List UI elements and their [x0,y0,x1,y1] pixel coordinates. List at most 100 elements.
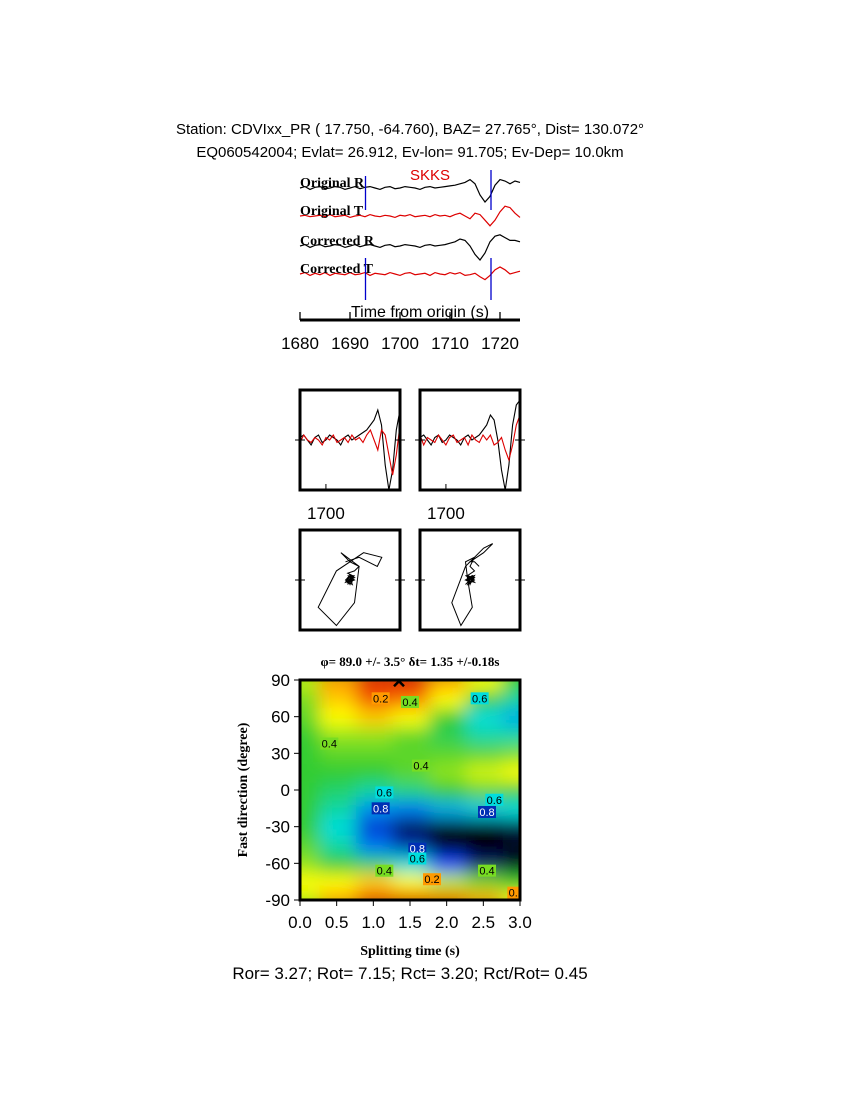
heat-cell [300,816,320,837]
particle-motion-panel [317,552,383,627]
heat-cell [317,779,356,801]
heat-cell [354,724,393,746]
heat-cell [500,688,520,709]
heat-cell [464,816,503,837]
x-tick-label: 1700 [381,334,419,353]
heat-cell [500,724,520,746]
particle-motion [317,552,383,627]
heat-cell [354,834,393,856]
contour-label: 0.2 [509,888,524,900]
heat-cell [390,680,430,691]
heat-cell [300,743,320,764]
heat-cell [427,724,466,746]
x-tick-label: 0.0 [288,913,312,932]
contour-label-bg [412,759,430,772]
heat-cell [300,889,320,900]
panel-frame [418,388,522,492]
waveform-panel [300,408,400,490]
heat-cell [427,853,466,874]
trace [299,234,521,261]
heat-cell [317,688,356,709]
heat-cell [300,706,320,727]
contour-label-bg [401,696,419,708]
heat-cell [390,743,430,764]
trace-label: Corrected T [300,262,374,277]
heat-cell [300,761,320,782]
panel-frame [418,528,522,632]
footer: Ror= 3.27; Rot= 7.15; Rct= 3.20; Rct/Rot… [232,964,587,983]
contour-label: 0.4 [377,866,392,878]
heat-cell [300,871,320,892]
heat-cell [317,798,356,819]
y-tick-label: 90 [271,671,290,690]
x-tick-label: 0.5 [325,913,349,932]
heat-cell [354,743,393,764]
contour-label-bg [408,842,427,855]
heat-cell [500,706,520,727]
trace [300,421,400,476]
contour-label-bg [485,793,504,806]
contour-label-bg [375,864,394,877]
heat-cell [354,889,393,900]
heatmap-title: φ= 89.0 +/- 3.5° δt= 1.35 +/-0.18s [321,654,500,669]
heat-cell [500,743,520,764]
y-axis-label: Fast direction (degree) [236,722,251,857]
heat-cell [390,724,430,746]
heat-cell [300,724,320,746]
trace [300,408,400,490]
contour-label-bg [470,692,489,705]
x-axis-label: Splitting time (s) [360,944,460,959]
x-tick-label: 1.0 [362,913,386,932]
y-tick-label: 30 [271,744,290,763]
heat-cell [500,798,520,819]
trace-label: Corrected R [300,234,375,249]
heat-cell [300,680,320,691]
contour-label-bg [371,692,390,705]
heat-cell [317,816,356,837]
heat-cell [317,834,356,856]
heat-cell [427,816,466,837]
x-tick-label: 1700 [427,504,465,523]
heat-cell [427,680,466,691]
x-tick-label: 3.0 [508,913,532,932]
heat-cell [390,798,430,819]
heat-cell [500,834,520,856]
x-tick-label: 1690 [331,334,369,353]
x-tick-label: 1.5 [398,913,422,932]
heat-cell [464,706,503,727]
heat-cell [464,680,503,691]
heat-cell [427,889,466,900]
y-tick-label: -90 [265,891,290,910]
contour-label-bg [320,737,339,750]
heat-cell [317,889,356,900]
contour-label: 0.6 [487,795,502,807]
heatmap: 0.2 0.4 0.60.40.40.60.80.60.80.80.60.40.20… [300,680,524,900]
heat-cell [317,680,356,691]
heat-cell [354,761,393,782]
heat-cell [390,889,430,900]
heat-cell [317,871,356,892]
heat-cell [500,816,520,837]
y-tick-label: 0 [281,781,290,800]
x-tick-label: 1680 [281,334,319,353]
contour-label-bg [408,852,427,865]
trace-label: Original T [300,204,364,219]
contour-label: 0.4 [322,739,337,751]
heat-cell [317,706,356,727]
contour-label: 0.6 [472,693,487,705]
waveform-panel [420,399,520,490]
heat-cell [354,706,393,727]
event-line: EQ060542004; Evlat= 26.912, Ev-lon= 91.7… [196,144,623,161]
heat-cell [300,688,320,709]
heatmap-cells [300,680,520,900]
heat-cell [354,680,393,691]
heat-cell [500,761,520,782]
station-line: Station: CDVIxx_PR ( 17.750, -64.760), B… [176,121,644,138]
x-axis-label: Time from origin (s) [351,304,489,321]
heat-cell [464,889,503,900]
y-tick-label: -30 [265,818,290,837]
heat-cell [464,743,503,764]
heat-cell [300,779,320,801]
